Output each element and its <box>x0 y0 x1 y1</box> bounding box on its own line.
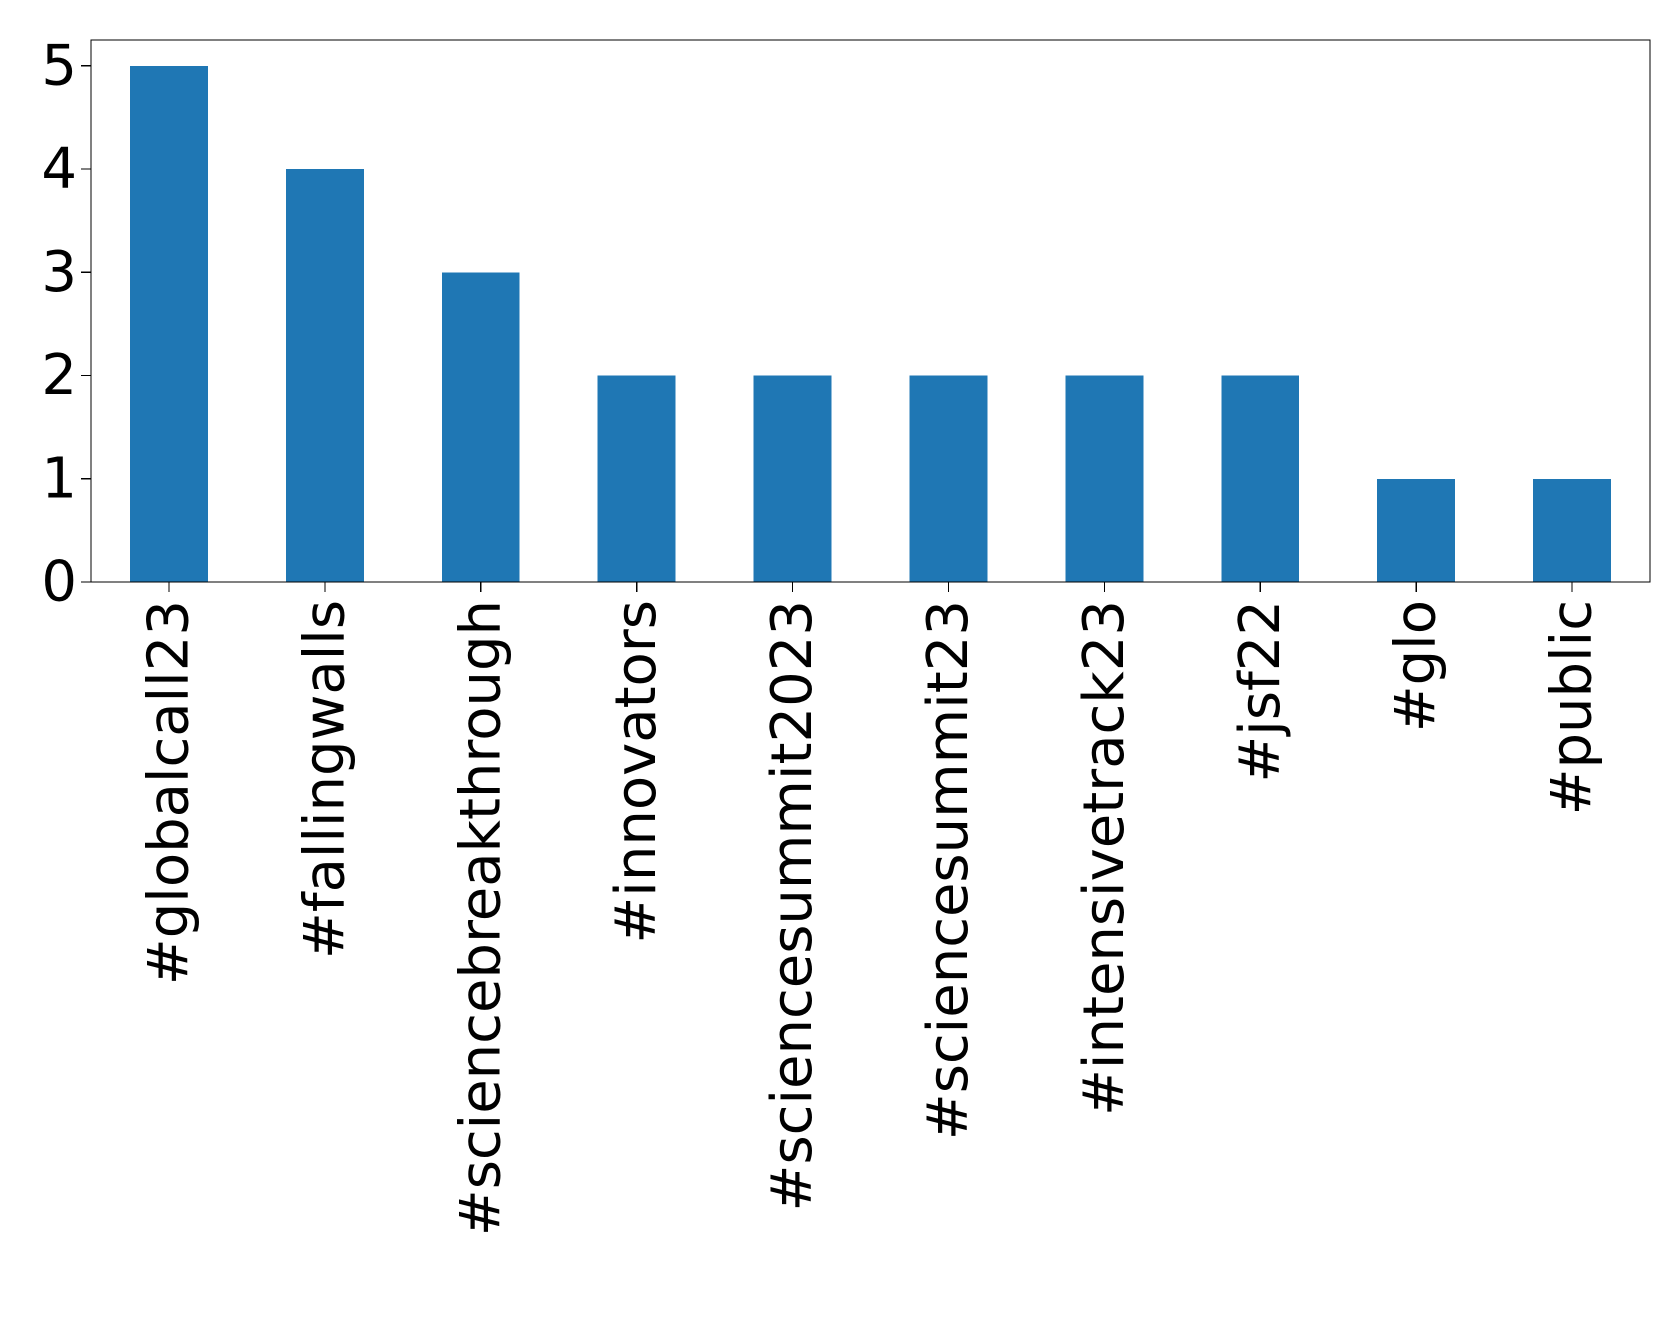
bar <box>1533 478 1612 582</box>
y-axis: 0 1 2 3 4 5 <box>41 33 91 615</box>
bars-layer <box>129 65 1612 583</box>
y-tick-label: 3 <box>41 240 77 305</box>
x-axis: #globalcall23 #fallingwalls #sciencebreakt… <box>136 582 1605 1236</box>
bar <box>597 375 676 582</box>
y-tick-label: 4 <box>41 137 77 202</box>
bar <box>909 375 988 582</box>
bar <box>441 272 520 582</box>
x-tick-label: #intensivetrack23 <box>1072 600 1137 1116</box>
x-tick-label: #jsf22 <box>1228 600 1293 783</box>
plot-area-frame <box>90 39 1651 583</box>
y-tick-label: 1 <box>41 446 77 511</box>
y-tick-label: 2 <box>41 343 77 408</box>
x-tick-label: #globalcall23 <box>136 600 201 985</box>
bar <box>1221 375 1300 582</box>
bar <box>1065 375 1144 582</box>
x-tick-label: #public <box>1540 600 1605 815</box>
x-tick-label: #fallingwalls <box>292 600 357 959</box>
y-tick-label: 5 <box>41 33 77 98</box>
bar <box>1377 478 1456 582</box>
bar <box>753 375 832 582</box>
x-tick-label: #glo <box>1384 600 1449 732</box>
bar <box>129 65 208 583</box>
x-tick-label: #sciencesummit2023 <box>760 600 825 1211</box>
x-tick-label: #sciencesummit23 <box>916 600 981 1140</box>
y-tick-label: 0 <box>41 550 77 615</box>
bar <box>285 169 364 583</box>
x-tick-label: #sciencebreakthrough <box>448 600 513 1236</box>
x-tick-label: #innovators <box>604 600 669 944</box>
